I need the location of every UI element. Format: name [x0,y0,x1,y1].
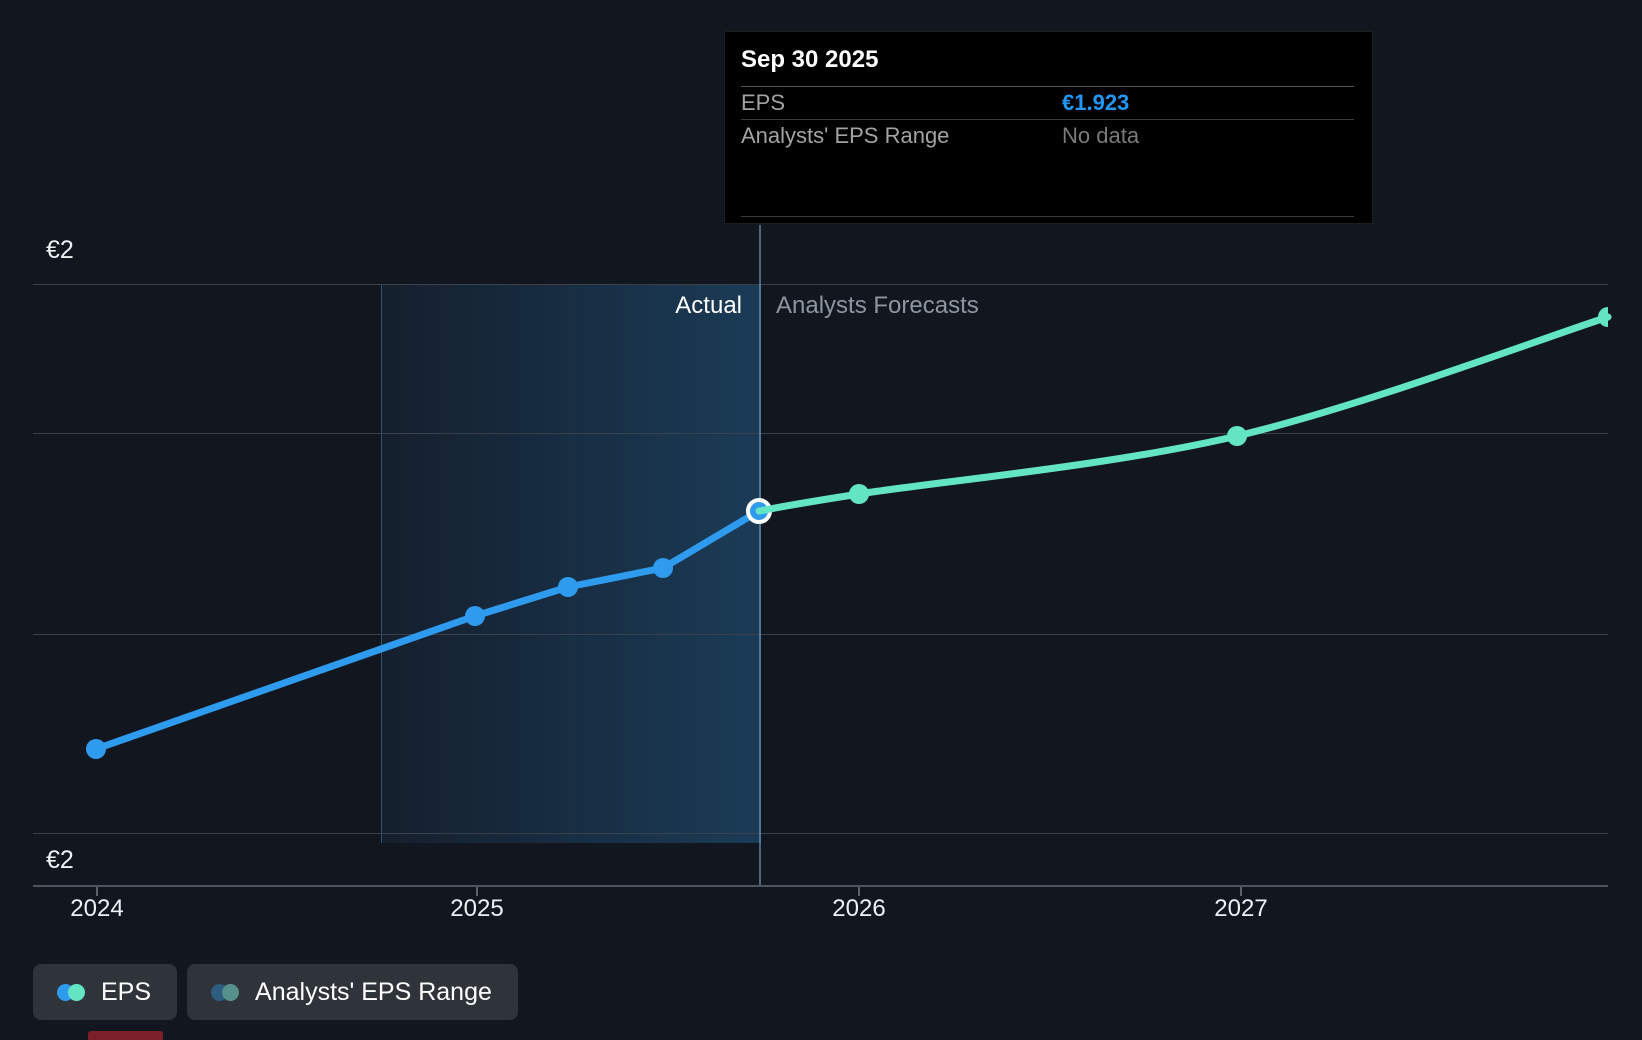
x-tick-2024 [96,887,98,896]
x-tick-2027 [1240,887,1242,896]
x-axis-label-2027: 2027 [1214,895,1268,922]
gridline-2 [33,433,1608,434]
actual-phase-label: Actual [675,292,742,319]
x-tick-2025 [476,887,478,896]
tooltip-bottom-separator [741,216,1354,217]
actual-forecast-divider [759,225,761,885]
x-axis-label-2025: 2025 [450,895,504,922]
tooltip-row-eps: EPS €1.923 [741,87,1356,119]
tooltip-row-range: Analysts' EPS Range No data [741,120,1356,152]
gridline-3 [33,634,1608,635]
x-axis-label-2026: 2026 [832,895,886,922]
chart-legend: EPS Analysts' EPS Range [33,964,518,1020]
eps-legend-dots-icon [57,983,85,1001]
legend-eps-button[interactable]: EPS [33,964,178,1020]
x-axis-line [33,885,1608,887]
chart-tooltip: Sep 30 2025 EPS €1.923 Analysts' EPS Ran… [724,31,1373,224]
actual-period-band [381,284,761,843]
y-axis-label-bottom: €2 [46,846,74,874]
tooltip-range-label: Analysts' EPS Range [741,123,950,148]
eps-range-legend-dots-icon [211,983,240,1001]
legend-eps-range-label: Analysts' EPS Range [255,977,492,1006]
x-axis-label-2024: 2024 [70,895,124,922]
legend-eps-range-button[interactable]: Analysts' EPS Range [187,964,518,1020]
partial-bottom-element [88,1031,163,1040]
tooltip-range-value: No data [1062,123,1140,148]
gridline-1 [33,284,1608,285]
x-tick-2026 [858,887,860,896]
forecast-phase-label: Analysts Forecasts [776,292,979,319]
tooltip-separator [741,86,1354,87]
tooltip-separator [741,119,1354,120]
tooltip-eps-label: EPS [741,90,786,115]
y-axis-label-top: €2 [46,236,74,264]
tooltip-eps-value: €1.923 [1062,90,1130,115]
gridline-4 [33,833,1608,834]
legend-eps-label: EPS [101,977,152,1006]
tooltip-date: Sep 30 2025 [741,46,879,73]
